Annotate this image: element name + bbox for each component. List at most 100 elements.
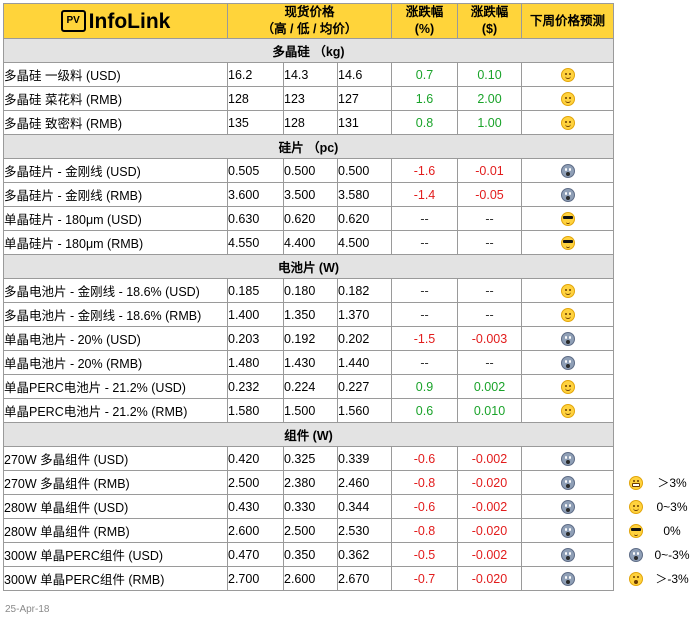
change-pct: 0.9 xyxy=(391,374,458,399)
price-high: 0.470 xyxy=(227,542,284,567)
forecast-cell xyxy=(521,230,614,255)
grinning-face-icon xyxy=(629,475,643,490)
change-abs: 0.010 xyxy=(457,398,522,423)
price-low: 0.224 xyxy=(283,374,338,399)
price-high: 1.580 xyxy=(227,398,284,423)
product-name: 单晶PERC电池片 - 21.2% (USD) xyxy=(3,374,228,399)
forecast-cell xyxy=(521,110,614,135)
smiling-face-icon xyxy=(560,403,575,418)
price-high: 0.420 xyxy=(227,446,284,471)
smiling-face-icon xyxy=(629,499,643,514)
price-row: 多晶硅片 - 金刚线 (USD) 0.505 0.500 0.500 -1.6 -0.01 xyxy=(3,158,614,183)
legend-label: 0~3% xyxy=(656,499,688,514)
forecast-cell xyxy=(521,206,614,231)
price-avg: 0.227 xyxy=(337,374,392,399)
price-avg: 2.530 xyxy=(337,518,392,543)
forecast-cell xyxy=(521,62,614,87)
product-name: 多晶电池片 - 金刚线 - 18.6% (RMB) xyxy=(3,302,228,327)
forecast-cell xyxy=(521,494,614,519)
legend-label: ＞-3% xyxy=(655,572,689,586)
price-avg: 0.500 xyxy=(337,158,392,183)
price-avg: 0.362 xyxy=(337,542,392,567)
forecast-cell xyxy=(521,350,614,375)
screaming-face-icon xyxy=(560,187,575,202)
logo-text: InfoLink xyxy=(88,9,171,33)
spot-price-header: 现货价格 （高 / 低 / 均价） xyxy=(227,3,392,39)
change-abs-header-line2: ($) xyxy=(481,22,498,36)
section-row: 组件 (W) xyxy=(3,422,614,447)
price-row: 单晶硅片 - 180μm (RMB) 4.550 4.400 4.500 -- -- xyxy=(3,230,614,255)
product-name: 多晶电池片 - 金刚线 - 18.6% (USD) xyxy=(3,278,228,303)
forecast-cell xyxy=(521,542,614,567)
price-low: 2.600 xyxy=(283,566,338,591)
pv-badge-icon: PV xyxy=(60,10,86,32)
change-pct: -0.7 xyxy=(391,566,458,591)
price-high: 128 xyxy=(227,86,284,111)
forecast-cell xyxy=(521,326,614,351)
price-high: 4.550 xyxy=(227,230,284,255)
change-abs: -0.020 xyxy=(457,566,522,591)
change-pct: -0.6 xyxy=(391,494,458,519)
product-name: 多晶硅片 - 金刚线 (USD) xyxy=(3,158,228,183)
sunglasses-face-icon xyxy=(560,211,575,226)
change-pct: -0.8 xyxy=(391,518,458,543)
price-high: 135 xyxy=(227,110,284,135)
change-abs: 1.00 xyxy=(457,110,522,135)
legend-label: 0% xyxy=(663,523,681,538)
price-high: 0.630 xyxy=(227,206,284,231)
change-pct: -1.6 xyxy=(391,158,458,183)
screaming-face-icon xyxy=(560,355,575,370)
price-row: 300W 单晶PERC组件 (USD) 0.470 0.350 0.362 -0.5 -0… xyxy=(3,542,614,567)
forecast-cell xyxy=(521,446,614,471)
section-row: 硅片 （pc) xyxy=(3,134,614,159)
change-pct: -- xyxy=(391,302,458,327)
smiling-face-icon xyxy=(560,379,575,394)
legend-item: 0% xyxy=(629,519,699,543)
legend-label: ＞3% xyxy=(657,476,687,490)
price-low: 4.400 xyxy=(283,230,338,255)
price-table: PV InfoLink 现货价格 （高 / 低 / 均价） 涨跌幅 (%) 涨跌… xyxy=(3,3,614,591)
price-row: 多晶硅 菜花料 (RMB) 128 123 127 1.6 2.00 xyxy=(3,86,614,111)
spot-price-header-line2: （高 / 低 / 均价） xyxy=(261,22,358,36)
infolink-logo: PV InfoLink xyxy=(60,9,171,33)
change-pct: -- xyxy=(391,278,458,303)
section-title: 电池片 (W) xyxy=(3,254,614,279)
section-row: 多晶硅 （kg) xyxy=(3,38,614,63)
change-abs: -- xyxy=(457,302,522,327)
screaming-face-icon xyxy=(560,331,575,346)
change-pct: -1.4 xyxy=(391,182,458,207)
price-row: 280W 单晶组件 (USD) 0.430 0.330 0.344 -0.6 -0.002 xyxy=(3,494,614,519)
price-row: 单晶硅片 - 180μm (USD) 0.630 0.620 0.620 -- -- xyxy=(3,206,614,231)
price-high: 0.185 xyxy=(227,278,284,303)
forecast-cell xyxy=(521,518,614,543)
change-abs: -0.002 xyxy=(457,542,522,567)
change-abs: 0.002 xyxy=(457,374,522,399)
price-low: 0.350 xyxy=(283,542,338,567)
product-name: 单晶PERC电池片 - 21.2% (RMB) xyxy=(3,398,228,423)
price-row: 270W 多晶组件 (USD) 0.420 0.325 0.339 -0.6 -0.002 xyxy=(3,446,614,471)
change-abs: -- xyxy=(457,278,522,303)
change-abs: -0.002 xyxy=(457,446,522,471)
price-high: 0.505 xyxy=(227,158,284,183)
change-abs: -0.05 xyxy=(457,182,522,207)
price-low: 0.180 xyxy=(283,278,338,303)
product-name: 300W 单晶PERC组件 (RMB) xyxy=(3,566,228,591)
price-table-body: 多晶硅 （kg) 多晶硅 一级料 (USD) 16.2 14.3 14.6 0.7 0.10… xyxy=(3,38,614,591)
price-high: 2.600 xyxy=(227,518,284,543)
price-low: 0.620 xyxy=(283,206,338,231)
change-abs-header: 涨跌幅 ($) xyxy=(457,3,522,39)
price-low: 1.350 xyxy=(283,302,338,327)
change-abs: -0.01 xyxy=(457,158,522,183)
price-avg: 0.620 xyxy=(337,206,392,231)
screaming-face-icon xyxy=(560,499,575,514)
price-avg: 0.202 xyxy=(337,326,392,351)
change-abs: 0.10 xyxy=(457,62,522,87)
sunglasses-face-icon xyxy=(560,235,575,250)
change-pct: -0.8 xyxy=(391,470,458,495)
price-avg: 131 xyxy=(337,110,392,135)
price-avg: 127 xyxy=(337,86,392,111)
smiling-face-icon xyxy=(560,67,575,82)
price-low: 0.192 xyxy=(283,326,338,351)
price-row: 多晶电池片 - 金刚线 - 18.6% (RMB) 1.400 1.350 1.370… xyxy=(3,302,614,327)
product-name: 单晶硅片 - 180μm (USD) xyxy=(3,206,228,231)
